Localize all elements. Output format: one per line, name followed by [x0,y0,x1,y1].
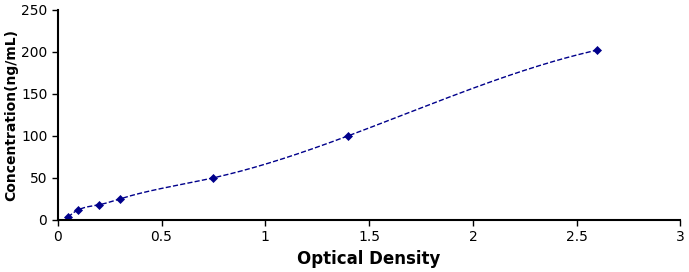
X-axis label: Optical Density: Optical Density [298,250,441,268]
Y-axis label: Concentration(ng/mL): Concentration(ng/mL) [4,29,18,201]
